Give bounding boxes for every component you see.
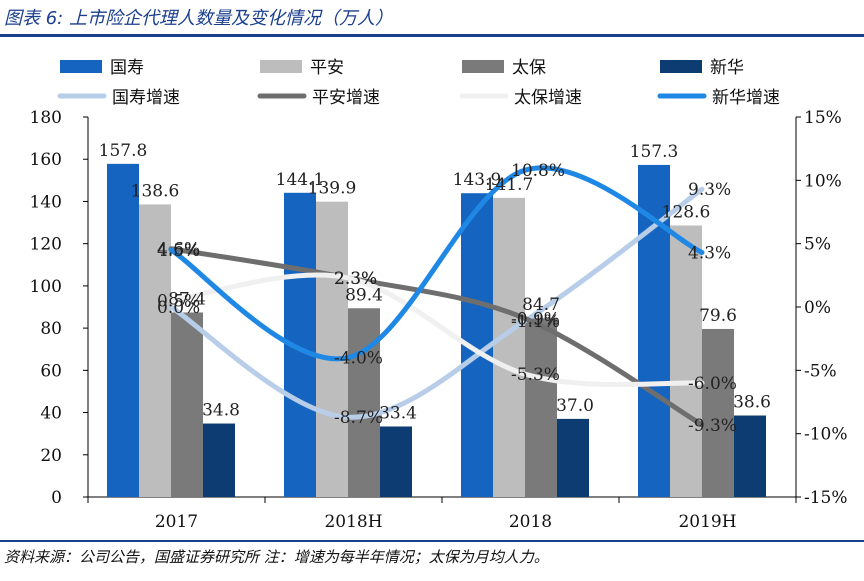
legend-swatch-新华 — [660, 60, 702, 73]
line-label-新华增速-2017: 4.5% — [157, 241, 200, 261]
right-tick-label: 10% — [804, 171, 842, 191]
source-rule — [0, 540, 864, 542]
line-label-平安增速-2018: -0.9% — [511, 309, 560, 329]
bar-label-太保-2017: 87.4 — [168, 289, 206, 309]
bar-太保-2017 — [171, 312, 203, 497]
line-label-太保增速-2017: 0.5% — [157, 292, 200, 312]
left-tick-label: 80 — [40, 319, 62, 339]
right-tick-label: -5% — [804, 361, 837, 381]
line-label-太保增速-2018: -5.3% — [511, 365, 560, 385]
legend-label-太保增速: 太保增速 — [514, 88, 582, 108]
bar-国寿-2017 — [107, 163, 139, 497]
bar-平安-2018H — [316, 201, 348, 497]
line-label-国寿增速-2018H: -8.7% — [334, 408, 383, 428]
right-tick-label: 0% — [804, 298, 831, 318]
right-tick-label: 15% — [804, 108, 842, 128]
bar-新华-2018 — [557, 418, 589, 497]
legend-label-新华: 新华 — [710, 58, 744, 78]
line-label-新华增速-2019H: 4.3% — [688, 244, 731, 264]
bar-label-新华-2017: 34.8 — [202, 401, 240, 421]
axes: 0 20 40 60 80 100 120 140 160 180 -15% -10% -5% 0% 5% 1… — [30, 108, 848, 532]
bar-label-平安-2018H: 139.9 — [308, 179, 357, 199]
x-tick-label-2018H: 2018H — [324, 512, 382, 532]
legend-label-太保: 太保 — [512, 58, 546, 78]
left-tick-label: 100 — [30, 277, 62, 297]
bar-新华-2019H — [734, 415, 766, 497]
line-label-新华增速-2018: 10.8% — [511, 161, 565, 181]
left-tick-label: 120 — [30, 235, 62, 255]
line-label-太保增速-2018H: 2.3% — [334, 269, 377, 289]
left-tick-label: 40 — [40, 404, 62, 424]
line-label-平安增速-2017: 4.6% — [157, 240, 200, 260]
bar-label-新华-2018: 37.0 — [556, 396, 594, 416]
bar-label-国寿-2018H: 144.1 — [276, 170, 325, 190]
bar-label-平安-2018: 141.7 — [485, 175, 534, 195]
line-label-国寿增速-2017: 0.0% — [157, 298, 200, 318]
left-tick-label: 180 — [30, 108, 62, 128]
legend-swatch-太保 — [462, 60, 504, 73]
line-label-国寿增速-2018: -1.1% — [511, 312, 560, 332]
left-tick-label: 20 — [40, 446, 62, 466]
left-tick-label: 140 — [30, 192, 62, 212]
left-tick-label: 160 — [30, 150, 62, 170]
legend-label-平安增速: 平安增速 — [312, 88, 380, 108]
line-label-平安增速-2018H: 2.3% — [334, 269, 377, 289]
bar-label-太保-2019H: 79.6 — [699, 306, 737, 326]
line-太保增速 — [168, 272, 705, 388]
legend-label-国寿增速: 国寿增速 — [112, 88, 180, 108]
title-rule — [0, 34, 864, 37]
source-note: 资料来源：公司公告，国盛证券研究所 注：增速为每半年情况；太保为月均人力。 — [4, 548, 549, 566]
bar-太保-2018H — [348, 308, 380, 497]
legend-label-平安: 平安 — [310, 58, 344, 78]
bar-平安-2017 — [139, 204, 171, 497]
bar-太保-2018 — [525, 318, 557, 497]
bar-label-新华-2018H: 33.4 — [379, 403, 417, 423]
legend-label-国寿: 国寿 — [110, 58, 144, 78]
line-label-平安增速-2019H: -9.3% — [688, 416, 737, 436]
bar-太保-2019H — [702, 328, 734, 497]
figure-title: 图表 6: 上市险企代理人数量及变化情况（万人） — [4, 8, 393, 29]
bar-新华-2018H — [380, 426, 412, 497]
x-tick-label-2017: 2017 — [155, 512, 198, 532]
right-tick-label: -15% — [804, 488, 848, 508]
legend-label-新华增速: 新华增速 — [712, 88, 780, 108]
x-tick-label-2018: 2018 — [509, 512, 552, 532]
bar-平安-2018 — [493, 197, 525, 497]
line-label-国寿增速-2019H: 9.3% — [688, 180, 731, 200]
line-平安增速 — [168, 246, 705, 428]
bar-label-国寿-2018: 143.9 — [453, 170, 502, 190]
bar-label-新华-2019H: 38.6 — [733, 393, 771, 413]
left-tick-label: 60 — [40, 361, 62, 381]
legend-swatch-国寿 — [60, 60, 102, 73]
bar-新华-2017 — [203, 423, 235, 497]
bar-label-国寿-2019H: 157.3 — [630, 142, 679, 162]
x-tick-label-2019H: 2019H — [678, 512, 736, 532]
bar-label-平安-2019H: 128.6 — [662, 203, 711, 223]
bar-label-太保-2018: 84.7 — [522, 295, 560, 315]
right-tick-label: -10% — [804, 425, 848, 445]
line-新华增速 — [168, 165, 705, 362]
data-labels: 157.8 144.1 143.9 157.3 138.6 139.9 141.7 128.6… — [99, 141, 771, 436]
legend-swatch-平安 — [260, 60, 302, 73]
line-label-新华增速-2018H: -4.0% — [334, 349, 383, 369]
bar-平安-2019H — [670, 225, 702, 497]
bar-label-太保-2018H: 89.4 — [345, 285, 383, 305]
lines — [168, 165, 705, 428]
line-国寿增速 — [168, 186, 705, 420]
bar-label-平安-2017: 138.6 — [131, 181, 180, 201]
left-tick-label: 0 — [51, 488, 62, 508]
bar-label-国寿-2017: 157.8 — [99, 141, 148, 161]
line-label-太保增速-2019H: -6.0% — [688, 374, 737, 394]
right-tick-label: 5% — [804, 235, 831, 255]
